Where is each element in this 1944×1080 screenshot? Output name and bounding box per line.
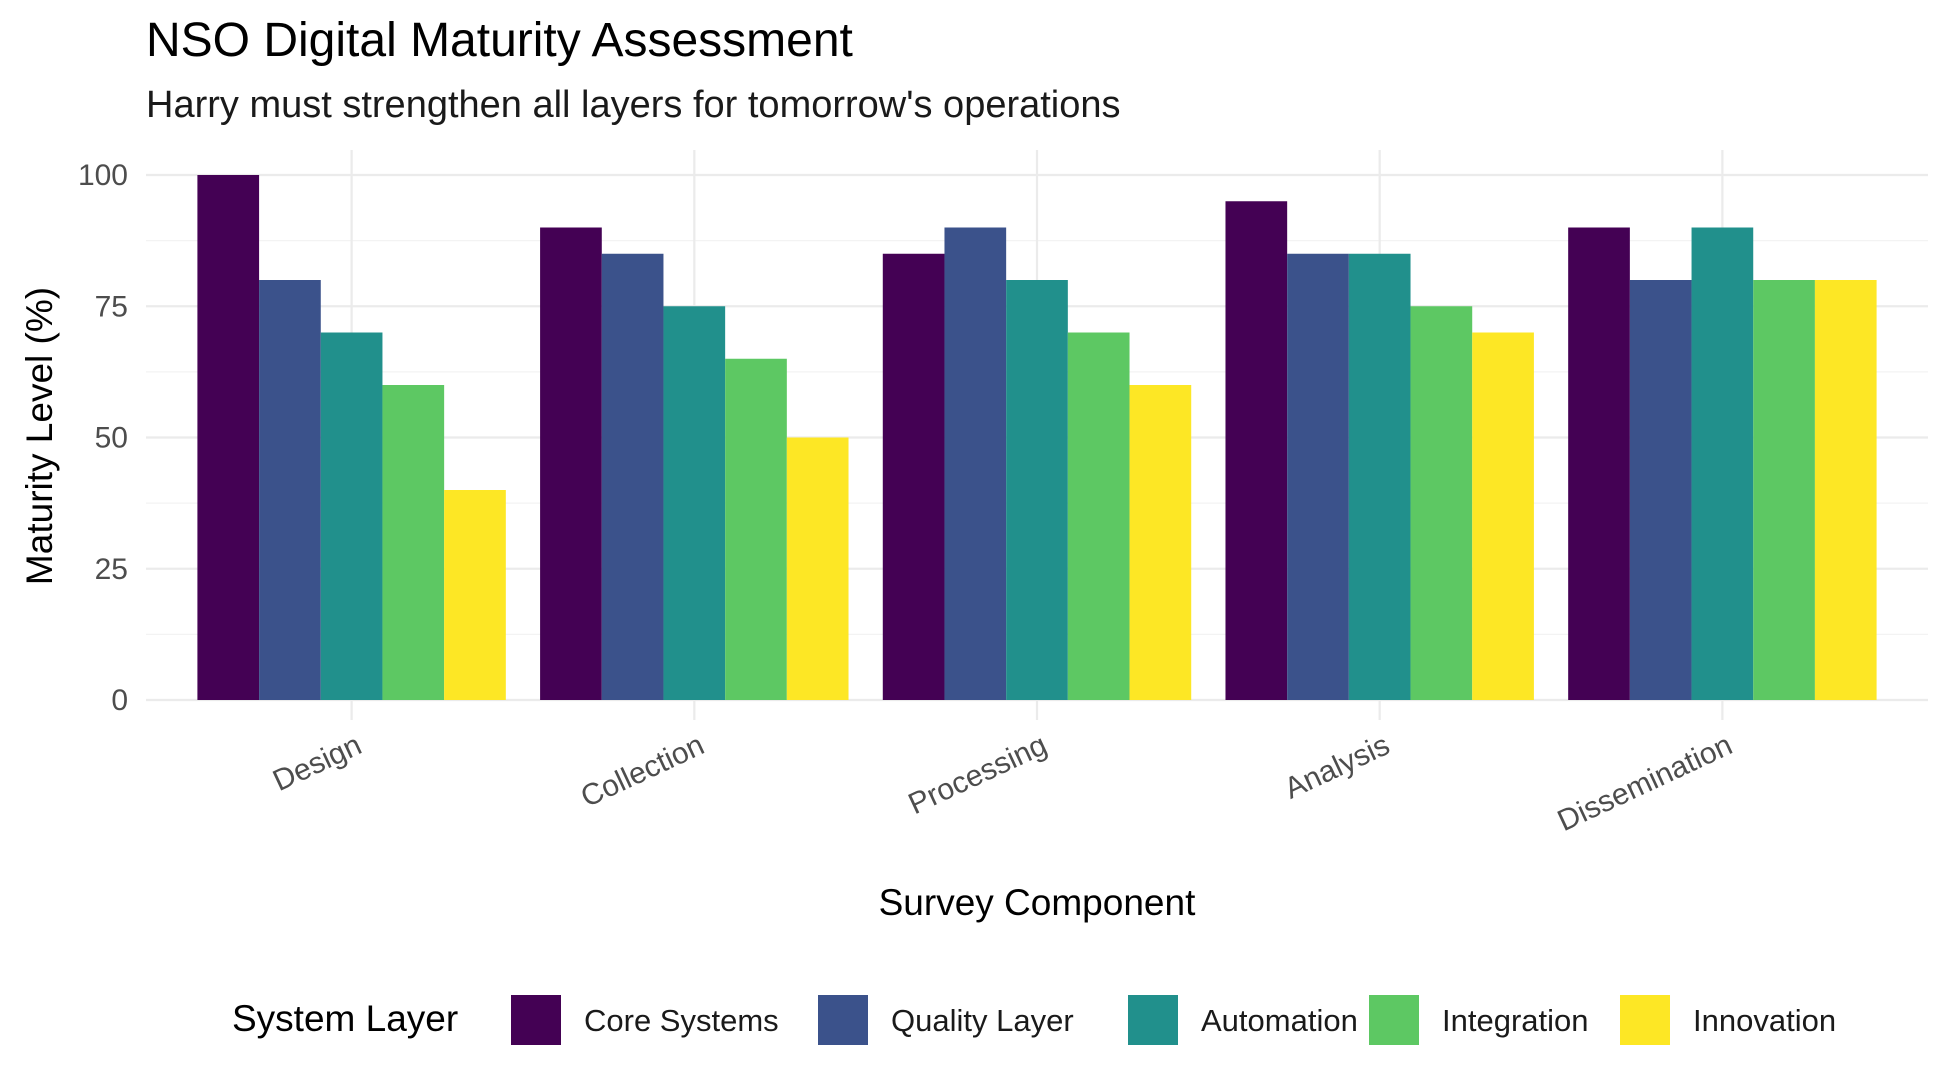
bar	[1410, 306, 1473, 700]
bar	[382, 385, 445, 700]
y-axis-ticks: 0 25 50 75 100	[78, 159, 128, 717]
chart-subtitle: Harry must strengthen all layers for tom…	[146, 84, 1121, 126]
legend-key	[1369, 995, 1419, 1045]
y-tick-label: 75	[95, 290, 128, 323]
bar	[1129, 385, 1192, 700]
legend: System Layer Core Systems Quality Layer Au…	[232, 995, 1836, 1045]
bar	[1067, 332, 1130, 700]
legend-key	[511, 995, 561, 1045]
y-tick-label: 0	[111, 684, 128, 717]
bar	[786, 437, 849, 700]
legend-label: Core Systems	[584, 1003, 779, 1038]
x-axis-title: Survey Component	[879, 882, 1196, 923]
bar	[444, 490, 506, 700]
legend-label: Innovation	[1693, 1003, 1836, 1038]
bar	[601, 253, 664, 700]
bar	[1225, 201, 1288, 700]
bar	[663, 306, 726, 700]
bar	[320, 332, 383, 700]
y-axis-title: Maturity Level (%)	[19, 287, 60, 585]
bar	[540, 227, 602, 700]
y-tick-label: 50	[95, 422, 128, 455]
y-tick-label: 25	[95, 553, 128, 586]
bar	[1629, 280, 1692, 700]
bar	[1691, 227, 1754, 700]
legend-label: Integration	[1442, 1003, 1589, 1038]
bar	[1006, 280, 1068, 700]
legend-key	[818, 995, 868, 1045]
x-tick-label: Design	[268, 728, 367, 797]
bar	[1287, 253, 1349, 700]
bar	[725, 358, 787, 700]
bar	[1568, 227, 1630, 700]
legend-title: System Layer	[232, 998, 458, 1039]
bar	[944, 227, 1007, 700]
bar	[197, 175, 260, 700]
legend-key	[1128, 995, 1178, 1045]
y-tick-label: 100	[78, 159, 128, 192]
bar	[259, 280, 321, 700]
bar	[1472, 332, 1534, 700]
bar	[1814, 280, 1877, 700]
bars	[197, 175, 1877, 700]
chart-title: NSO Digital Maturity Assessment	[146, 14, 853, 67]
bar	[1348, 253, 1411, 700]
bar	[1753, 280, 1815, 700]
legend-key	[1620, 995, 1670, 1045]
x-tick-label: Analysis	[1279, 728, 1394, 805]
legend-label: Automation	[1201, 1003, 1358, 1038]
x-tick-label: Processing	[904, 728, 1052, 821]
bar	[882, 253, 945, 700]
x-tick-label: Dissemination	[1553, 728, 1738, 838]
legend-label: Quality Layer	[891, 1003, 1074, 1038]
x-tick-label: Collection	[576, 728, 709, 814]
x-axis-ticks: Design Collection Processing Analysis Dissem…	[268, 728, 1737, 838]
